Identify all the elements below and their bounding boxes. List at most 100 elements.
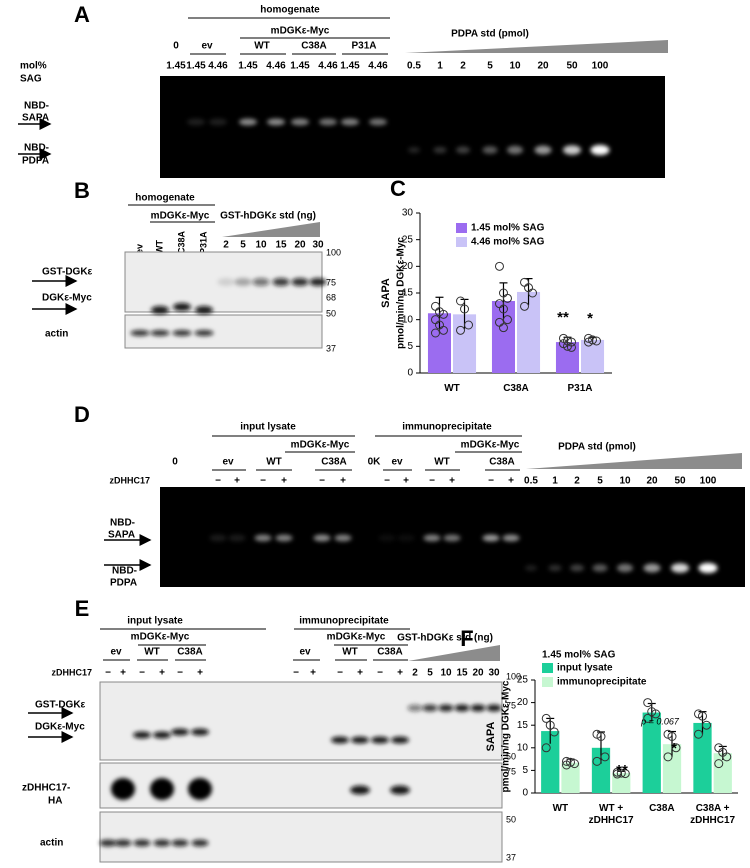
label: PDPA <box>110 578 137 589</box>
band <box>525 565 537 571</box>
label: WT <box>154 240 164 254</box>
y-tick-label: 30 <box>402 208 414 219</box>
label: 20 <box>646 476 658 487</box>
label: HA <box>48 796 62 807</box>
x-tick-label: C38A <box>649 803 675 814</box>
band <box>153 731 171 739</box>
label: + <box>340 476 346 487</box>
band <box>397 534 415 542</box>
band <box>534 145 552 155</box>
data-point <box>528 288 538 298</box>
label: actin <box>45 329 68 340</box>
annotation: p = 0.067 <box>640 716 680 726</box>
label: 0.5 <box>407 61 421 72</box>
label: 20 <box>472 668 484 679</box>
label: + <box>310 668 316 679</box>
bar <box>713 753 732 793</box>
label: C38A <box>177 647 203 658</box>
label: NBD- <box>24 143 49 154</box>
bar <box>662 744 682 793</box>
data-point <box>464 320 474 330</box>
label: GST-hDGKε std (ng) <box>220 211 316 222</box>
bar <box>517 291 541 373</box>
y-tick-label: 25 <box>402 234 414 245</box>
label: 5 <box>240 240 246 251</box>
label: 1.45 <box>290 61 310 72</box>
label: 50 <box>326 308 336 318</box>
annotation: ** <box>557 309 569 326</box>
label: WT <box>254 41 270 52</box>
band <box>407 704 423 712</box>
band <box>150 778 174 800</box>
gradient-wedge <box>222 222 320 237</box>
data-point <box>520 301 530 311</box>
label: 1 <box>552 476 558 487</box>
legend-label: input lysate <box>557 663 613 674</box>
y-tick-label: 0 <box>407 368 413 379</box>
y-axis-label: pmol/min/ng DGKε-Myc <box>501 680 512 792</box>
y-tick-label: 25 <box>517 675 529 686</box>
data-point <box>541 743 551 753</box>
label: DGKε-Myc <box>35 722 85 733</box>
label: 10 <box>255 240 267 251</box>
label: + <box>357 668 363 679</box>
band <box>187 118 205 126</box>
blot <box>99 681 503 761</box>
panel-label: C <box>390 176 406 201</box>
label: 4.46 <box>318 61 338 72</box>
label: P31A <box>351 41 376 52</box>
y-axis-label: pmol/min/ng DGKε-Myc <box>396 237 407 349</box>
band <box>267 118 285 126</box>
panel-label: D <box>74 402 90 427</box>
data-point <box>438 325 448 335</box>
band <box>443 534 461 542</box>
x-tick-label: P31A <box>567 383 593 394</box>
y-tick-label: 20 <box>402 261 414 272</box>
label: ev <box>222 457 234 468</box>
band <box>592 564 608 572</box>
x-tick-label: WT + zDHHC17 <box>588 803 634 826</box>
label: PDPA std (pmol) <box>451 29 529 40</box>
band <box>291 118 309 126</box>
band <box>319 118 337 126</box>
band <box>482 146 498 154</box>
band <box>228 534 246 542</box>
label: − <box>215 476 221 487</box>
band <box>371 736 389 744</box>
band <box>423 534 441 542</box>
label: 100 <box>506 671 521 681</box>
label: C38A <box>489 457 515 468</box>
label: SAPA <box>108 530 135 541</box>
label: PDPA <box>22 156 49 167</box>
label: − <box>293 668 299 679</box>
label: ev <box>299 647 311 658</box>
label: 50 <box>506 814 516 824</box>
data-point <box>667 732 677 741</box>
band <box>470 704 486 712</box>
y-tick-label: 15 <box>402 288 414 299</box>
label: + <box>197 668 203 679</box>
band <box>194 330 214 336</box>
label: SAG <box>20 74 42 85</box>
band <box>217 278 235 286</box>
label: 5 <box>487 61 493 72</box>
label: NBD- <box>24 101 49 112</box>
band <box>239 118 257 126</box>
label: 0K <box>368 457 382 468</box>
band <box>99 839 117 847</box>
y-tick-label: 5 <box>407 341 413 352</box>
data-point <box>701 720 711 730</box>
band <box>151 306 169 314</box>
data-point <box>663 752 673 762</box>
label: 1.45 <box>186 61 206 72</box>
label: 100 <box>326 247 341 257</box>
data-point <box>722 752 732 762</box>
label: 0.5 <box>524 476 538 487</box>
label: 1.45 <box>340 61 360 72</box>
band <box>171 728 189 736</box>
band <box>195 306 213 314</box>
band <box>275 534 293 542</box>
band <box>133 731 151 739</box>
data-point <box>549 727 559 737</box>
